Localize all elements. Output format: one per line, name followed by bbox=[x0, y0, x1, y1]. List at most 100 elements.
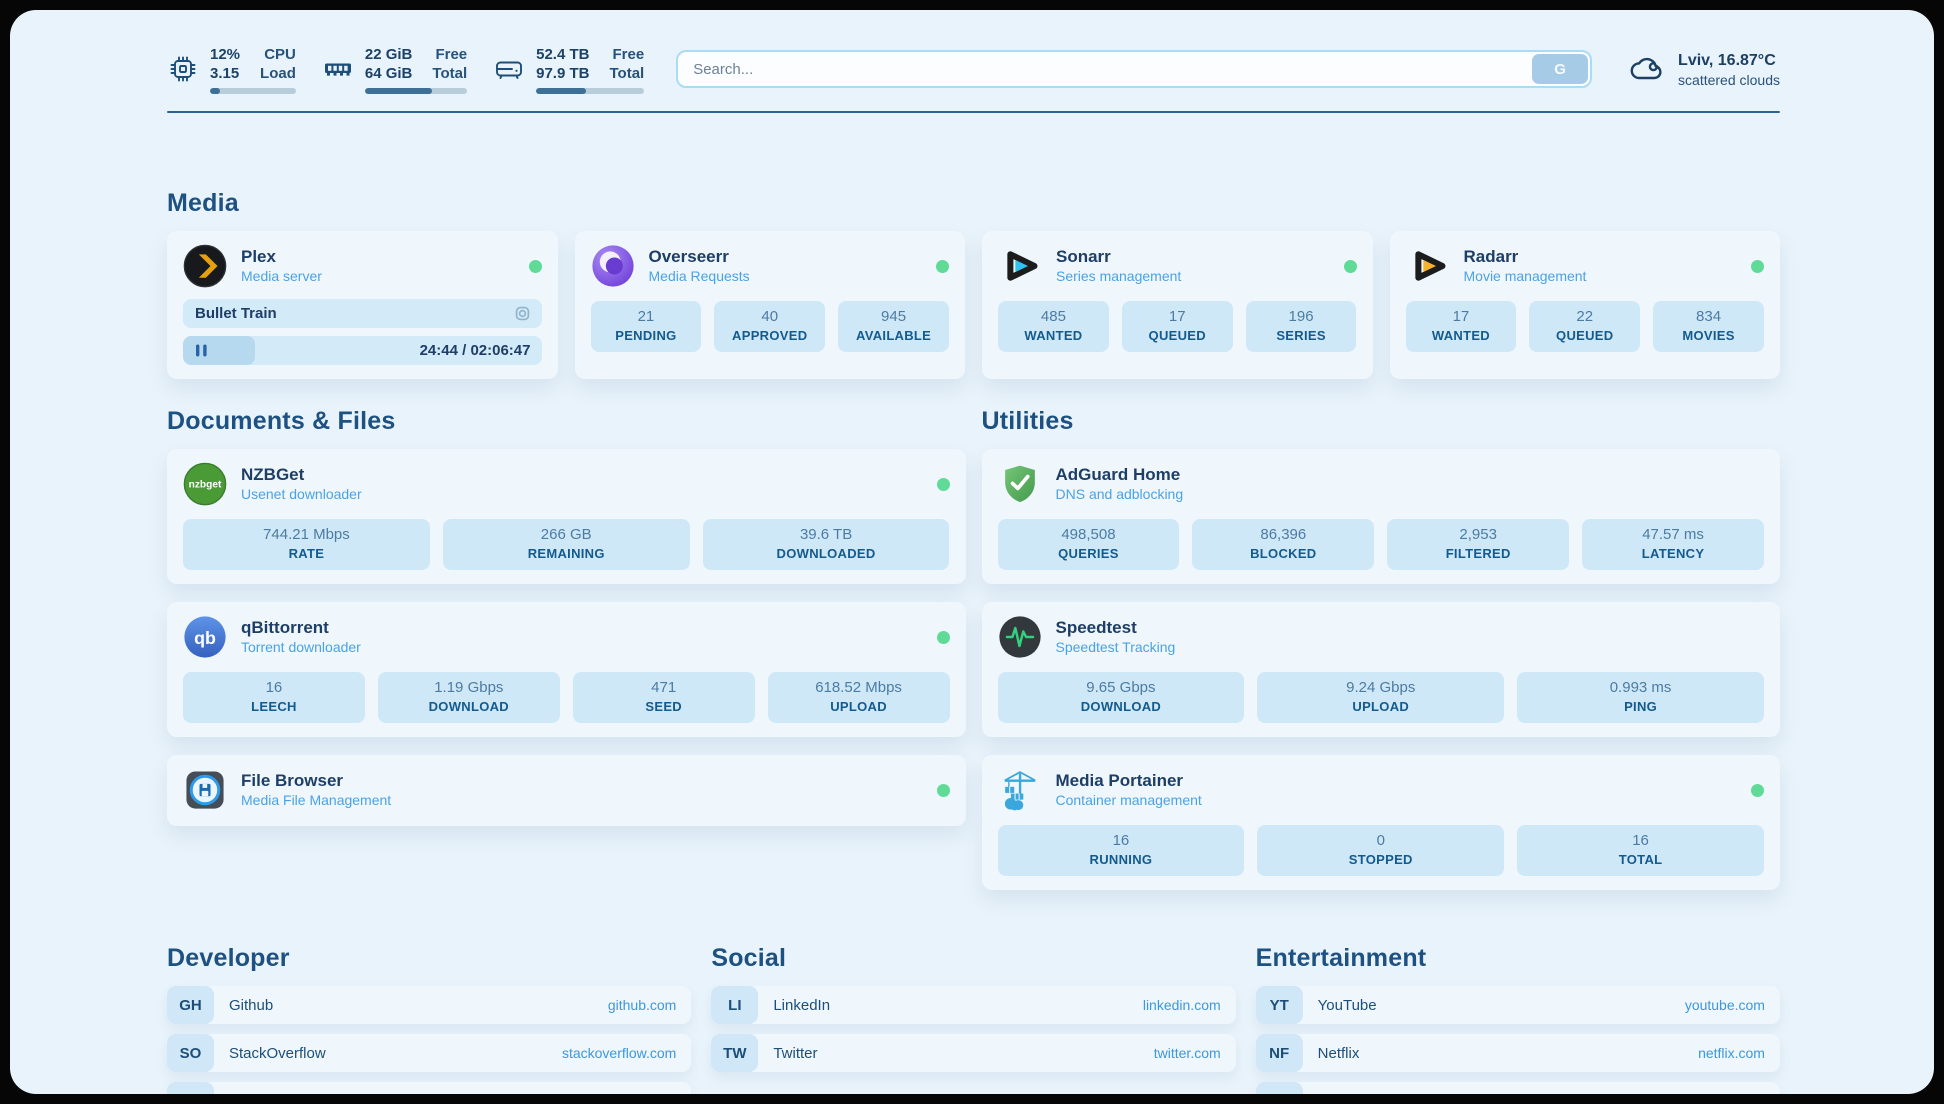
status-dot bbox=[936, 477, 950, 491]
stat-value: 0.993 ms bbox=[1609, 679, 1672, 696]
stat-label: SERIES bbox=[1276, 328, 1326, 343]
sonarr-icon bbox=[998, 244, 1042, 288]
app-card-portainer[interactable]: Media Portainer Container management 16 … bbox=[981, 755, 1780, 890]
status-dot bbox=[528, 259, 542, 273]
app-card-radarr[interactable]: Radarr Movie management 17 WANTED 22 QUE… bbox=[1389, 231, 1780, 379]
stat-value: 9.65 Gbps bbox=[1086, 679, 1156, 696]
system-widgets: 12% 3.15 CPU Load bbox=[167, 45, 645, 94]
stat-running: 16 RUNNING bbox=[997, 825, 1245, 876]
pause-icon[interactable] bbox=[195, 344, 209, 357]
stat-upload: 9.24 Gbps UPLOAD bbox=[1257, 672, 1505, 723]
stat-label: QUERIES bbox=[1058, 546, 1119, 561]
app-card-filebrowser[interactable]: File Browser Media File Management bbox=[167, 755, 966, 826]
stat-label: REMAINING bbox=[527, 546, 605, 561]
stat-upload: 618.52 Mbps UPLOAD bbox=[767, 672, 950, 723]
app-subtitle: DNS and adblocking bbox=[1055, 486, 1184, 502]
nzbget-icon: nzbget bbox=[183, 462, 227, 506]
cloud-icon bbox=[1628, 50, 1666, 88]
stat-label: TOTAL bbox=[1618, 852, 1663, 867]
stat-value: 1.19 Gbps bbox=[434, 679, 504, 696]
search-input[interactable] bbox=[676, 50, 1593, 88]
link-url: dev.to bbox=[639, 1093, 676, 1094]
link-name: Reddit bbox=[1318, 1093, 1361, 1095]
stat-available: 945 AVAILABLE bbox=[838, 301, 949, 352]
stat-value: 40 bbox=[761, 308, 779, 325]
app-card-nzbget[interactable]: nzbget NZBGet Usenet downloader 74 bbox=[167, 449, 966, 584]
stat-label: SEED bbox=[645, 699, 682, 714]
qbittorrent-icon: qb bbox=[183, 615, 227, 659]
section-title-media: Media bbox=[167, 189, 239, 217]
cpu-widget: 12% 3.15 CPU Load bbox=[167, 45, 296, 94]
stat-label: BLOCKED bbox=[1250, 546, 1317, 561]
app-card-overseerr[interactable]: Overseerr Media Requests 21 PENDING 40 A… bbox=[574, 231, 965, 379]
link-row-youtube[interactable]: YT YouTube youtube.com bbox=[1255, 986, 1780, 1024]
status-dot bbox=[936, 259, 949, 273]
stat-value: 485 bbox=[1040, 308, 1066, 325]
radarr-icon bbox=[1406, 244, 1450, 288]
stat-rate: 744.21 Mbps RATE bbox=[183, 519, 430, 570]
portainer-icon bbox=[998, 768, 1042, 812]
status-dot bbox=[1751, 783, 1764, 797]
weather-location-temp: Lviv, 16.87°C bbox=[1678, 51, 1776, 69]
app-subtitle: Media File Management bbox=[241, 792, 392, 808]
stat-label: DOWNLOAD bbox=[428, 699, 509, 714]
link-name: DEV bbox=[229, 1093, 260, 1095]
stat-series: 196 SERIES bbox=[1245, 301, 1357, 352]
stat-total: 16 TOTAL bbox=[1517, 825, 1764, 876]
app-card-qbittorrent[interactable]: qb qBittorrent Torrent downloader bbox=[167, 602, 966, 737]
link-url: linkedin.com bbox=[1142, 997, 1221, 1013]
stat-remaining: 266 GB REMAINING bbox=[442, 519, 690, 570]
utilities-column: Utilities bbox=[981, 407, 1780, 890]
app-subtitle: Series management bbox=[1056, 268, 1182, 284]
stat-leech: 16 LEECH bbox=[183, 672, 365, 723]
plex-icon bbox=[183, 244, 227, 288]
social-column: Social LI LinkedIn linkedin.com TW Twitt… bbox=[711, 944, 1236, 1094]
link-row-github[interactable]: GH Github github.com bbox=[167, 986, 692, 1024]
stat-download: 1.19 Gbps DOWNLOAD bbox=[377, 672, 560, 723]
stat-label: UPLOAD bbox=[830, 699, 887, 714]
app-card-speedtest[interactable]: Speedtest Speedtest Tracking 9.65 Gbps D… bbox=[981, 602, 1780, 737]
stat-value: 22 bbox=[1576, 308, 1594, 325]
ram-progress-bar bbox=[364, 87, 468, 94]
link-url: netflix.com bbox=[1698, 1045, 1765, 1061]
filebrowser-icon bbox=[183, 768, 227, 812]
app-name: Sonarr bbox=[1056, 247, 1111, 266]
stat-download: 9.65 Gbps DOWNLOAD bbox=[997, 672, 1245, 723]
app-subtitle: Speedtest Tracking bbox=[1055, 639, 1176, 655]
link-row-twitter[interactable]: TW Twitter twitter.com bbox=[711, 1034, 1236, 1072]
link-row-netflix[interactable]: NF Netflix netflix.com bbox=[1255, 1034, 1780, 1072]
link-badge: YT bbox=[1255, 986, 1303, 1024]
disk-icon bbox=[493, 53, 525, 85]
stat-label: QUEUED bbox=[1556, 328, 1614, 343]
link-row-dev[interactable]: DT DEV dev.to bbox=[167, 1082, 692, 1095]
stat-queued: 17 QUEUED bbox=[1121, 301, 1233, 352]
stat-value: 16 bbox=[1112, 832, 1130, 849]
stat-label: WANTED bbox=[1431, 328, 1490, 343]
stat-label: LATENCY bbox=[1641, 546, 1705, 561]
section-title-utilities: Utilities bbox=[981, 407, 1074, 435]
app-card-plex[interactable]: Plex Media server Bullet Train bbox=[167, 231, 558, 379]
link-row-stackoverflow[interactable]: SO StackOverflow stackoverflow.com bbox=[167, 1034, 692, 1072]
now-playing-title: Bullet Train bbox=[195, 305, 277, 322]
status-dot bbox=[1751, 259, 1764, 273]
stat-value: 744.21 Mbps bbox=[263, 526, 350, 543]
app-name: Radarr bbox=[1463, 247, 1519, 266]
app-name: File Browser bbox=[241, 771, 344, 790]
disk-progress-fill bbox=[536, 87, 586, 94]
stat-value: 0 bbox=[1376, 832, 1385, 849]
link-badge: SO bbox=[167, 1034, 214, 1072]
entertainment-column: Entertainment YT YouTube youtube.com NF … bbox=[1255, 944, 1780, 1095]
search-engine-button[interactable]: G bbox=[1532, 54, 1589, 84]
link-url: github.com bbox=[607, 997, 677, 1013]
link-row-linkedin[interactable]: LI LinkedIn linkedin.com bbox=[711, 986, 1236, 1024]
stat-seed: 471 SEED bbox=[572, 672, 755, 723]
app-card-adguard[interactable]: AdGuard Home DNS and adblocking 498,508 … bbox=[981, 449, 1780, 584]
app-name: Overseerr bbox=[648, 247, 729, 266]
link-badge: LI bbox=[711, 986, 759, 1024]
gear-icon[interactable] bbox=[513, 304, 532, 323]
link-row-reddit[interactable]: RE Reddit reddit.com bbox=[1255, 1082, 1780, 1095]
status-dot bbox=[936, 783, 950, 797]
disk-total-value: 97.9 TB bbox=[536, 64, 590, 82]
stat-blocked: 86,396 BLOCKED bbox=[1192, 519, 1375, 570]
app-card-sonarr[interactable]: Sonarr Series management 485 WANTED 17 Q… bbox=[982, 231, 1373, 379]
